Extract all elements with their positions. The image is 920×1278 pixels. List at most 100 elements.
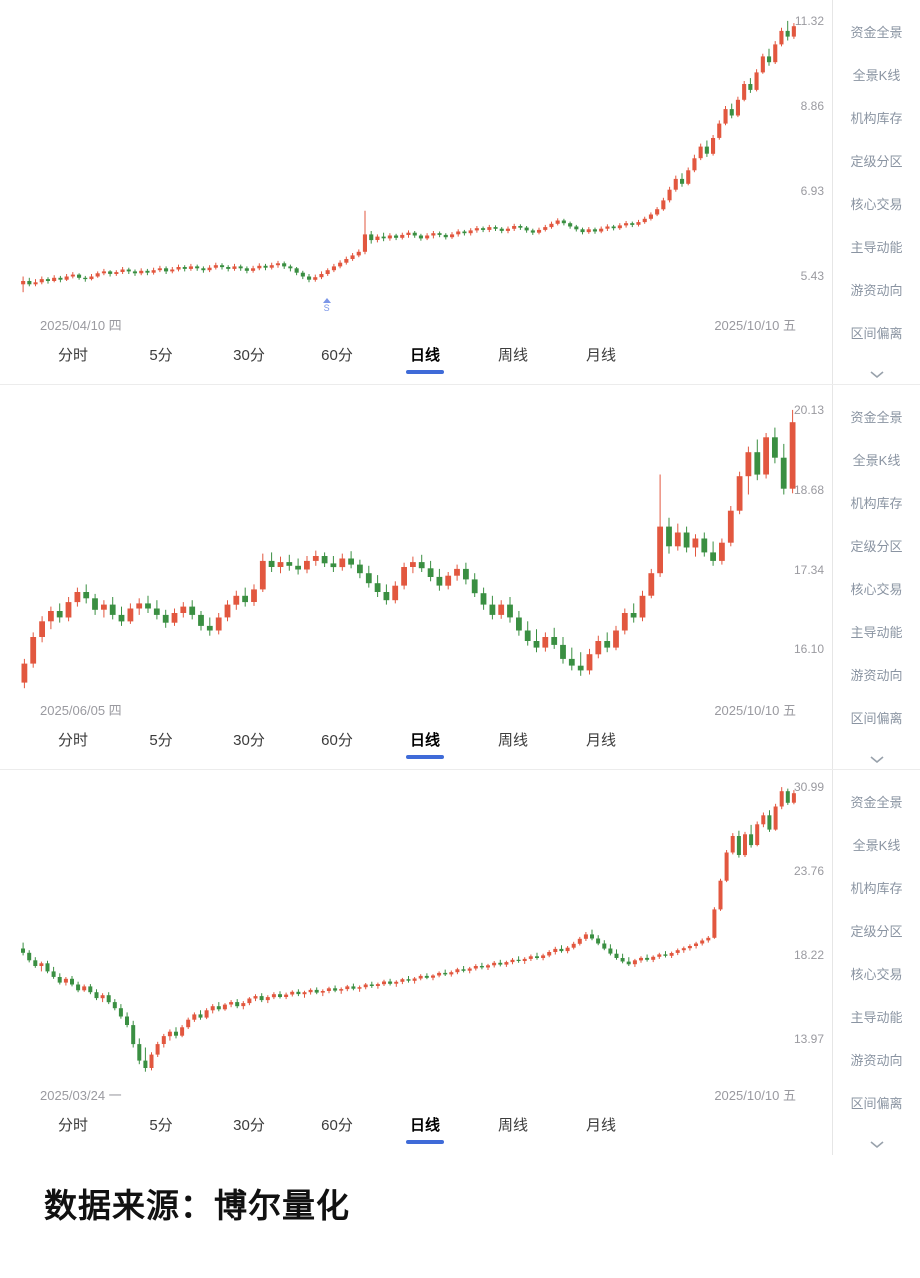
timeframe-tab-bar: 分时 5分 30分 60分 日线 周线 月线 xyxy=(0,1107,832,1154)
tab-monthly[interactable]: 月线 xyxy=(582,1114,620,1144)
kline-panel-1: 11.32 8.86 6.93 5.43 S 2025/04/10 四 2025/10… xyxy=(0,0,920,385)
menu-item-panorama-kline[interactable]: 全景K线 xyxy=(852,838,901,853)
price-axis-label: 5.43 xyxy=(800,268,824,283)
chart-plot-area: 11.32 8.86 6.93 5.43 S xyxy=(0,0,832,313)
chevron-down-icon[interactable] xyxy=(869,755,885,764)
tab-30min[interactable]: 30分 xyxy=(230,344,268,374)
menu-item-grade-zone[interactable]: 定级分区 xyxy=(850,924,903,939)
price-axis-label: 18.68 xyxy=(793,482,824,497)
menu-item-fund-panorama[interactable]: 资金全景 xyxy=(850,410,903,425)
candlestick-chart[interactable] xyxy=(0,778,831,1078)
tab-30min[interactable]: 30分 xyxy=(230,729,268,759)
menu-item-grade-zone[interactable]: 定级分区 xyxy=(850,539,903,554)
tab-label: 60分 xyxy=(321,732,353,749)
end-date-label: 2025/10/10 五 xyxy=(714,317,796,333)
start-date-label: 2025/04/10 四 xyxy=(40,317,122,333)
start-date-label: 2025/03/24 一 xyxy=(40,1087,122,1103)
menu-item-range-deviation[interactable]: 区间偏离 xyxy=(850,1096,903,1111)
price-axis-label: 8.86 xyxy=(800,98,824,113)
menu-item-institutional-inventory[interactable]: 机构库存 xyxy=(850,496,903,511)
tab-label: 月线 xyxy=(585,347,616,364)
menu-item-hot-money-trend[interactable]: 游资动向 xyxy=(850,668,903,683)
start-date-label: 2025/06/05 四 xyxy=(40,702,122,718)
kline-panel-3: 30.99 23.76 18.22 13.97 2025/03/24 一 2025/1… xyxy=(0,770,920,1155)
menu-item-panorama-kline[interactable]: 全景K线 xyxy=(852,453,901,468)
price-axis-label: 11.32 xyxy=(794,13,824,28)
tab-30min[interactable]: 30分 xyxy=(230,1114,268,1144)
chevron-down-icon[interactable] xyxy=(869,370,885,379)
signal-triangle-icon xyxy=(322,297,331,303)
menu-item-core-trading[interactable]: 核心交易 xyxy=(850,197,903,212)
tab-label: 周线 xyxy=(497,1117,528,1134)
tab-weekly[interactable]: 周线 xyxy=(494,344,532,374)
tab-label: 周线 xyxy=(497,347,528,364)
indicator-side-menu: 资金全景 全景K线 机构库存 定级分区 核心交易 主导动能 游资动向 区间偏离 xyxy=(832,770,920,1155)
menu-item-fund-panorama[interactable]: 资金全景 xyxy=(850,25,903,40)
candlestick-chart[interactable] xyxy=(0,8,831,308)
chart-plot-area: 20.13 18.68 17.34 16.10 xyxy=(0,385,832,696)
tab-label: 5分 xyxy=(149,732,173,749)
sell-signal-marker: S xyxy=(322,297,331,313)
tab-label: 30分 xyxy=(233,1117,265,1134)
tab-60min[interactable]: 60分 xyxy=(318,729,356,759)
panel-main: 20.13 18.68 17.34 16.10 2025/06/05 四 2025/1… xyxy=(0,385,832,769)
price-axis-label: 30.99 xyxy=(793,780,824,795)
tab-monthly[interactable]: 月线 xyxy=(582,344,620,374)
tab-5min[interactable]: 5分 xyxy=(142,344,180,374)
menu-item-institutional-inventory[interactable]: 机构库存 xyxy=(850,111,903,126)
tab-weekly[interactable]: 周线 xyxy=(494,1114,532,1144)
date-range-row: 2025/06/05 四 2025/10/10 五 xyxy=(0,696,832,722)
menu-item-dominant-momentum[interactable]: 主导动能 xyxy=(850,240,903,255)
tab-label: 分时 xyxy=(57,1117,88,1134)
tab-intraday[interactable]: 分时 xyxy=(54,1114,92,1144)
tab-daily[interactable]: 日线 xyxy=(406,344,444,374)
tab-weekly[interactable]: 周线 xyxy=(494,729,532,759)
indicator-side-menu: 资金全景 全景K线 机构库存 定级分区 核心交易 主导动能 游资动向 区间偏离 xyxy=(832,385,920,769)
menu-item-fund-panorama[interactable]: 资金全景 xyxy=(850,795,903,810)
signal-label: S xyxy=(323,302,330,313)
tab-label: 5分 xyxy=(149,1117,173,1134)
tab-label: 30分 xyxy=(233,347,265,364)
date-range-row: 2025/03/24 一 2025/10/10 五 xyxy=(0,1081,832,1107)
timeframe-tab-bar: 分时 5分 30分 60分 日线 周线 月线 xyxy=(0,337,832,384)
menu-item-range-deviation[interactable]: 区间偏离 xyxy=(850,326,903,341)
tab-label: 60分 xyxy=(321,347,353,364)
price-axis-label: 6.93 xyxy=(800,184,824,199)
tab-intraday[interactable]: 分时 xyxy=(54,344,92,374)
tab-label: 5分 xyxy=(149,347,173,364)
tab-daily[interactable]: 日线 xyxy=(406,729,444,759)
tab-monthly[interactable]: 月线 xyxy=(582,729,620,759)
tab-daily[interactable]: 日线 xyxy=(406,1114,444,1144)
menu-item-panorama-kline[interactable]: 全景K线 xyxy=(852,68,901,83)
tab-label: 月线 xyxy=(585,732,616,749)
menu-item-grade-zone[interactable]: 定级分区 xyxy=(850,154,903,169)
kline-panel-2: 20.13 18.68 17.34 16.10 2025/06/05 四 2025/1… xyxy=(0,385,920,770)
tab-60min[interactable]: 60分 xyxy=(318,344,356,374)
menu-item-core-trading[interactable]: 核心交易 xyxy=(850,582,903,597)
date-range-row: 2025/04/10 四 2025/10/10 五 xyxy=(0,311,832,337)
price-axis-label: 17.34 xyxy=(793,562,824,577)
end-date-label: 2025/10/10 五 xyxy=(714,702,796,718)
tab-label: 日线 xyxy=(409,347,440,364)
tab-label: 日线 xyxy=(409,732,440,749)
tab-5min[interactable]: 5分 xyxy=(142,1114,180,1144)
tab-5min[interactable]: 5分 xyxy=(142,729,180,759)
candlestick-chart[interactable] xyxy=(0,393,831,693)
tab-label: 分时 xyxy=(57,347,88,364)
price-axis-label: 18.22 xyxy=(793,948,824,963)
menu-item-range-deviation[interactable]: 区间偏离 xyxy=(850,711,903,726)
tab-intraday[interactable]: 分时 xyxy=(54,729,92,759)
menu-item-hot-money-trend[interactable]: 游资动向 xyxy=(850,1053,903,1068)
panel-main: 11.32 8.86 6.93 5.43 S 2025/04/10 四 2025/10… xyxy=(0,0,832,384)
tab-label: 月线 xyxy=(585,1117,616,1134)
chevron-down-icon[interactable] xyxy=(869,1140,885,1149)
chart-plot-area: 30.99 23.76 18.22 13.97 xyxy=(0,770,832,1081)
tab-label: 30分 xyxy=(233,732,265,749)
menu-item-institutional-inventory[interactable]: 机构库存 xyxy=(850,881,903,896)
tab-label: 日线 xyxy=(409,1117,440,1134)
menu-item-dominant-momentum[interactable]: 主导动能 xyxy=(850,1010,903,1025)
menu-item-core-trading[interactable]: 核心交易 xyxy=(850,967,903,982)
menu-item-hot-money-trend[interactable]: 游资动向 xyxy=(850,283,903,298)
menu-item-dominant-momentum[interactable]: 主导动能 xyxy=(850,625,903,640)
tab-60min[interactable]: 60分 xyxy=(318,1114,356,1144)
